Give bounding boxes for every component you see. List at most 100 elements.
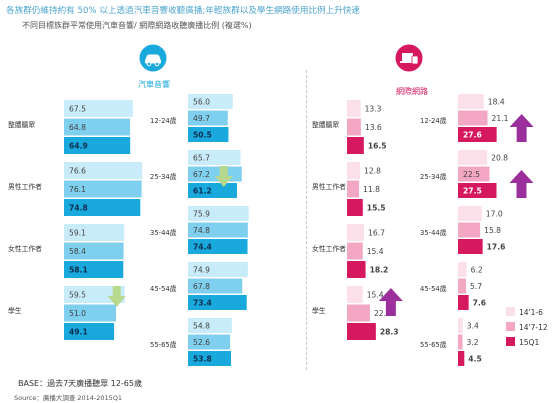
data-label: 58.4 (69, 247, 86, 256)
bar (64, 137, 131, 154)
data-label: 22.5 (374, 309, 391, 318)
category-label: 12-24歲 (150, 116, 177, 125)
bar (64, 118, 131, 136)
data-label: 16.5 (368, 142, 387, 151)
category-label: 12-24歲 (420, 116, 447, 125)
bar (64, 100, 133, 117)
bar (458, 262, 467, 277)
car-icon (139, 44, 167, 72)
bar (64, 224, 125, 241)
bar (188, 150, 241, 165)
bar (347, 323, 376, 340)
bar (188, 110, 228, 126)
bar (188, 351, 232, 366)
data-label: 21.1 (492, 114, 509, 123)
section-divider (306, 70, 307, 370)
bar (188, 127, 229, 142)
bar (64, 199, 141, 216)
bar (458, 94, 484, 109)
data-label: 76.6 (69, 167, 86, 176)
category-label: 學生 (8, 306, 22, 315)
bar (188, 239, 248, 254)
bar (188, 295, 247, 310)
category-label: 25-34歲 (420, 172, 447, 181)
category-label: 女性工作者 (8, 244, 42, 253)
data-label: 74.9 (193, 266, 210, 275)
data-label: 49.7 (193, 114, 210, 123)
legend-item-2: 14'7-12 (506, 322, 548, 332)
bar (458, 222, 481, 238)
bar (458, 127, 497, 142)
data-label: 58.1 (69, 266, 88, 275)
data-label: 64.9 (69, 142, 88, 151)
category-label: 25-34歲 (150, 172, 177, 181)
category-label: 女性工作者 (312, 244, 346, 253)
bar (458, 110, 488, 126)
trend-arrow-up (378, 288, 403, 316)
data-label: 65.7 (193, 154, 210, 163)
bar (188, 206, 249, 221)
legend-swatch-1 (506, 307, 515, 316)
legend-swatch-2 (506, 322, 515, 331)
data-label: 15.4 (367, 247, 384, 256)
data-label: 22.5 (463, 170, 480, 179)
trend-arrow-up (509, 114, 534, 142)
category-label: 55-65歲 (150, 340, 177, 349)
bar (64, 286, 125, 303)
category-label: 男性工作者 (312, 182, 346, 191)
category-label: 45-54歲 (420, 284, 447, 293)
data-label: 75.9 (193, 210, 210, 219)
data-label: 74.8 (69, 204, 88, 213)
bar (458, 334, 463, 350)
subhead: 不同目標族群平常使用汽車音響/ 網際網路收聽廣播比例 (複選%) (22, 21, 252, 30)
bar (64, 304, 117, 322)
data-label: 27.5 (463, 187, 482, 196)
data-label: 76.1 (69, 185, 86, 194)
trend-arrow-down (214, 166, 233, 187)
category-label: 男性工作者 (8, 182, 42, 191)
data-label: 16.7 (368, 229, 385, 238)
bar (347, 100, 361, 117)
bar (347, 180, 360, 198)
data-label: 27.6 (463, 131, 482, 140)
bar (458, 206, 482, 221)
data-label: 67.8 (193, 282, 210, 291)
legend-item-3: 15Q1 (506, 337, 539, 347)
bar (347, 261, 366, 278)
data-label: 7.6 (473, 299, 486, 308)
source-note: Source：廣播大調查 2014-2015Q1 (14, 394, 123, 402)
legend-item-1: 14'1-6 (506, 307, 543, 317)
category-label: 學生 (312, 306, 326, 315)
data-label: 59.1 (69, 229, 86, 238)
data-label: 20.8 (491, 154, 508, 163)
category-label: 35-44歲 (420, 228, 447, 237)
bar (458, 318, 463, 333)
bar (188, 318, 232, 333)
legend-swatch-3 (506, 337, 515, 346)
data-label: 49.1 (69, 328, 88, 337)
data-label: 15.4 (367, 291, 384, 300)
bar (64, 261, 124, 278)
bar (347, 286, 363, 303)
bar (458, 183, 497, 198)
bar (347, 224, 365, 241)
bar (64, 242, 124, 260)
bar (188, 278, 243, 294)
data-label: 11.8 (363, 185, 380, 194)
base-note: BASE：過去7天廣播聽眾 12-65歲 (18, 379, 142, 388)
data-label: 51.0 (69, 309, 86, 318)
bar (347, 199, 363, 216)
data-label: 17.0 (486, 210, 503, 219)
car-section-title: 汽車音響 (138, 80, 170, 89)
data-label: 4.5 (468, 355, 481, 364)
bar (188, 262, 248, 277)
data-label: 74.4 (193, 243, 212, 252)
bar (188, 183, 237, 198)
bar (64, 162, 143, 179)
data-label: 73.4 (193, 299, 212, 308)
bar (458, 166, 490, 182)
bar (347, 118, 361, 136)
bar (458, 278, 466, 294)
data-label: 3.2 (466, 338, 478, 347)
